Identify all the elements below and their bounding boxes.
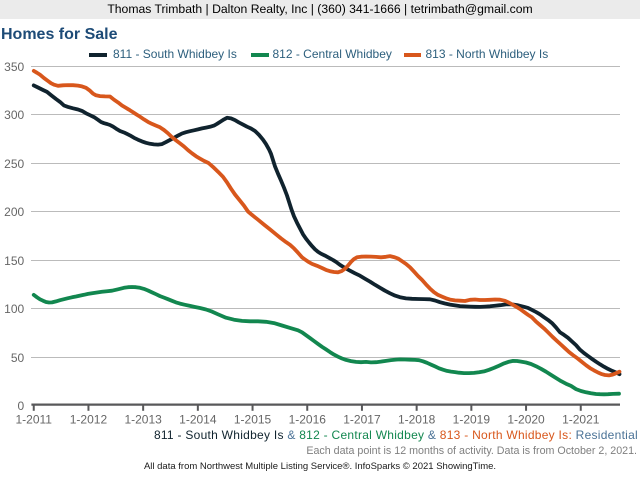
svg-text:1-2018: 1-2018 — [398, 413, 436, 427]
svg-text:200: 200 — [4, 205, 24, 219]
svg-text:1-2019: 1-2019 — [453, 413, 491, 427]
svg-text:1-2021: 1-2021 — [562, 413, 600, 427]
svg-text:1-2016: 1-2016 — [289, 413, 327, 427]
svg-text:1-2011: 1-2011 — [16, 413, 53, 427]
svg-text:350: 350 — [4, 60, 24, 74]
svg-text:1-2014: 1-2014 — [179, 413, 217, 427]
svg-text:0: 0 — [18, 399, 25, 413]
svg-text:150: 150 — [4, 254, 24, 268]
svg-text:250: 250 — [4, 157, 24, 171]
svg-text:100: 100 — [4, 302, 24, 316]
svg-text:1-2017: 1-2017 — [343, 413, 381, 427]
svg-text:1-2015: 1-2015 — [234, 413, 272, 427]
svg-text:1-2013: 1-2013 — [124, 413, 162, 427]
svg-text:50: 50 — [11, 351, 25, 365]
svg-text:300: 300 — [4, 108, 24, 122]
svg-text:1-2020: 1-2020 — [507, 413, 545, 427]
svg-text:1-2012: 1-2012 — [70, 413, 108, 427]
